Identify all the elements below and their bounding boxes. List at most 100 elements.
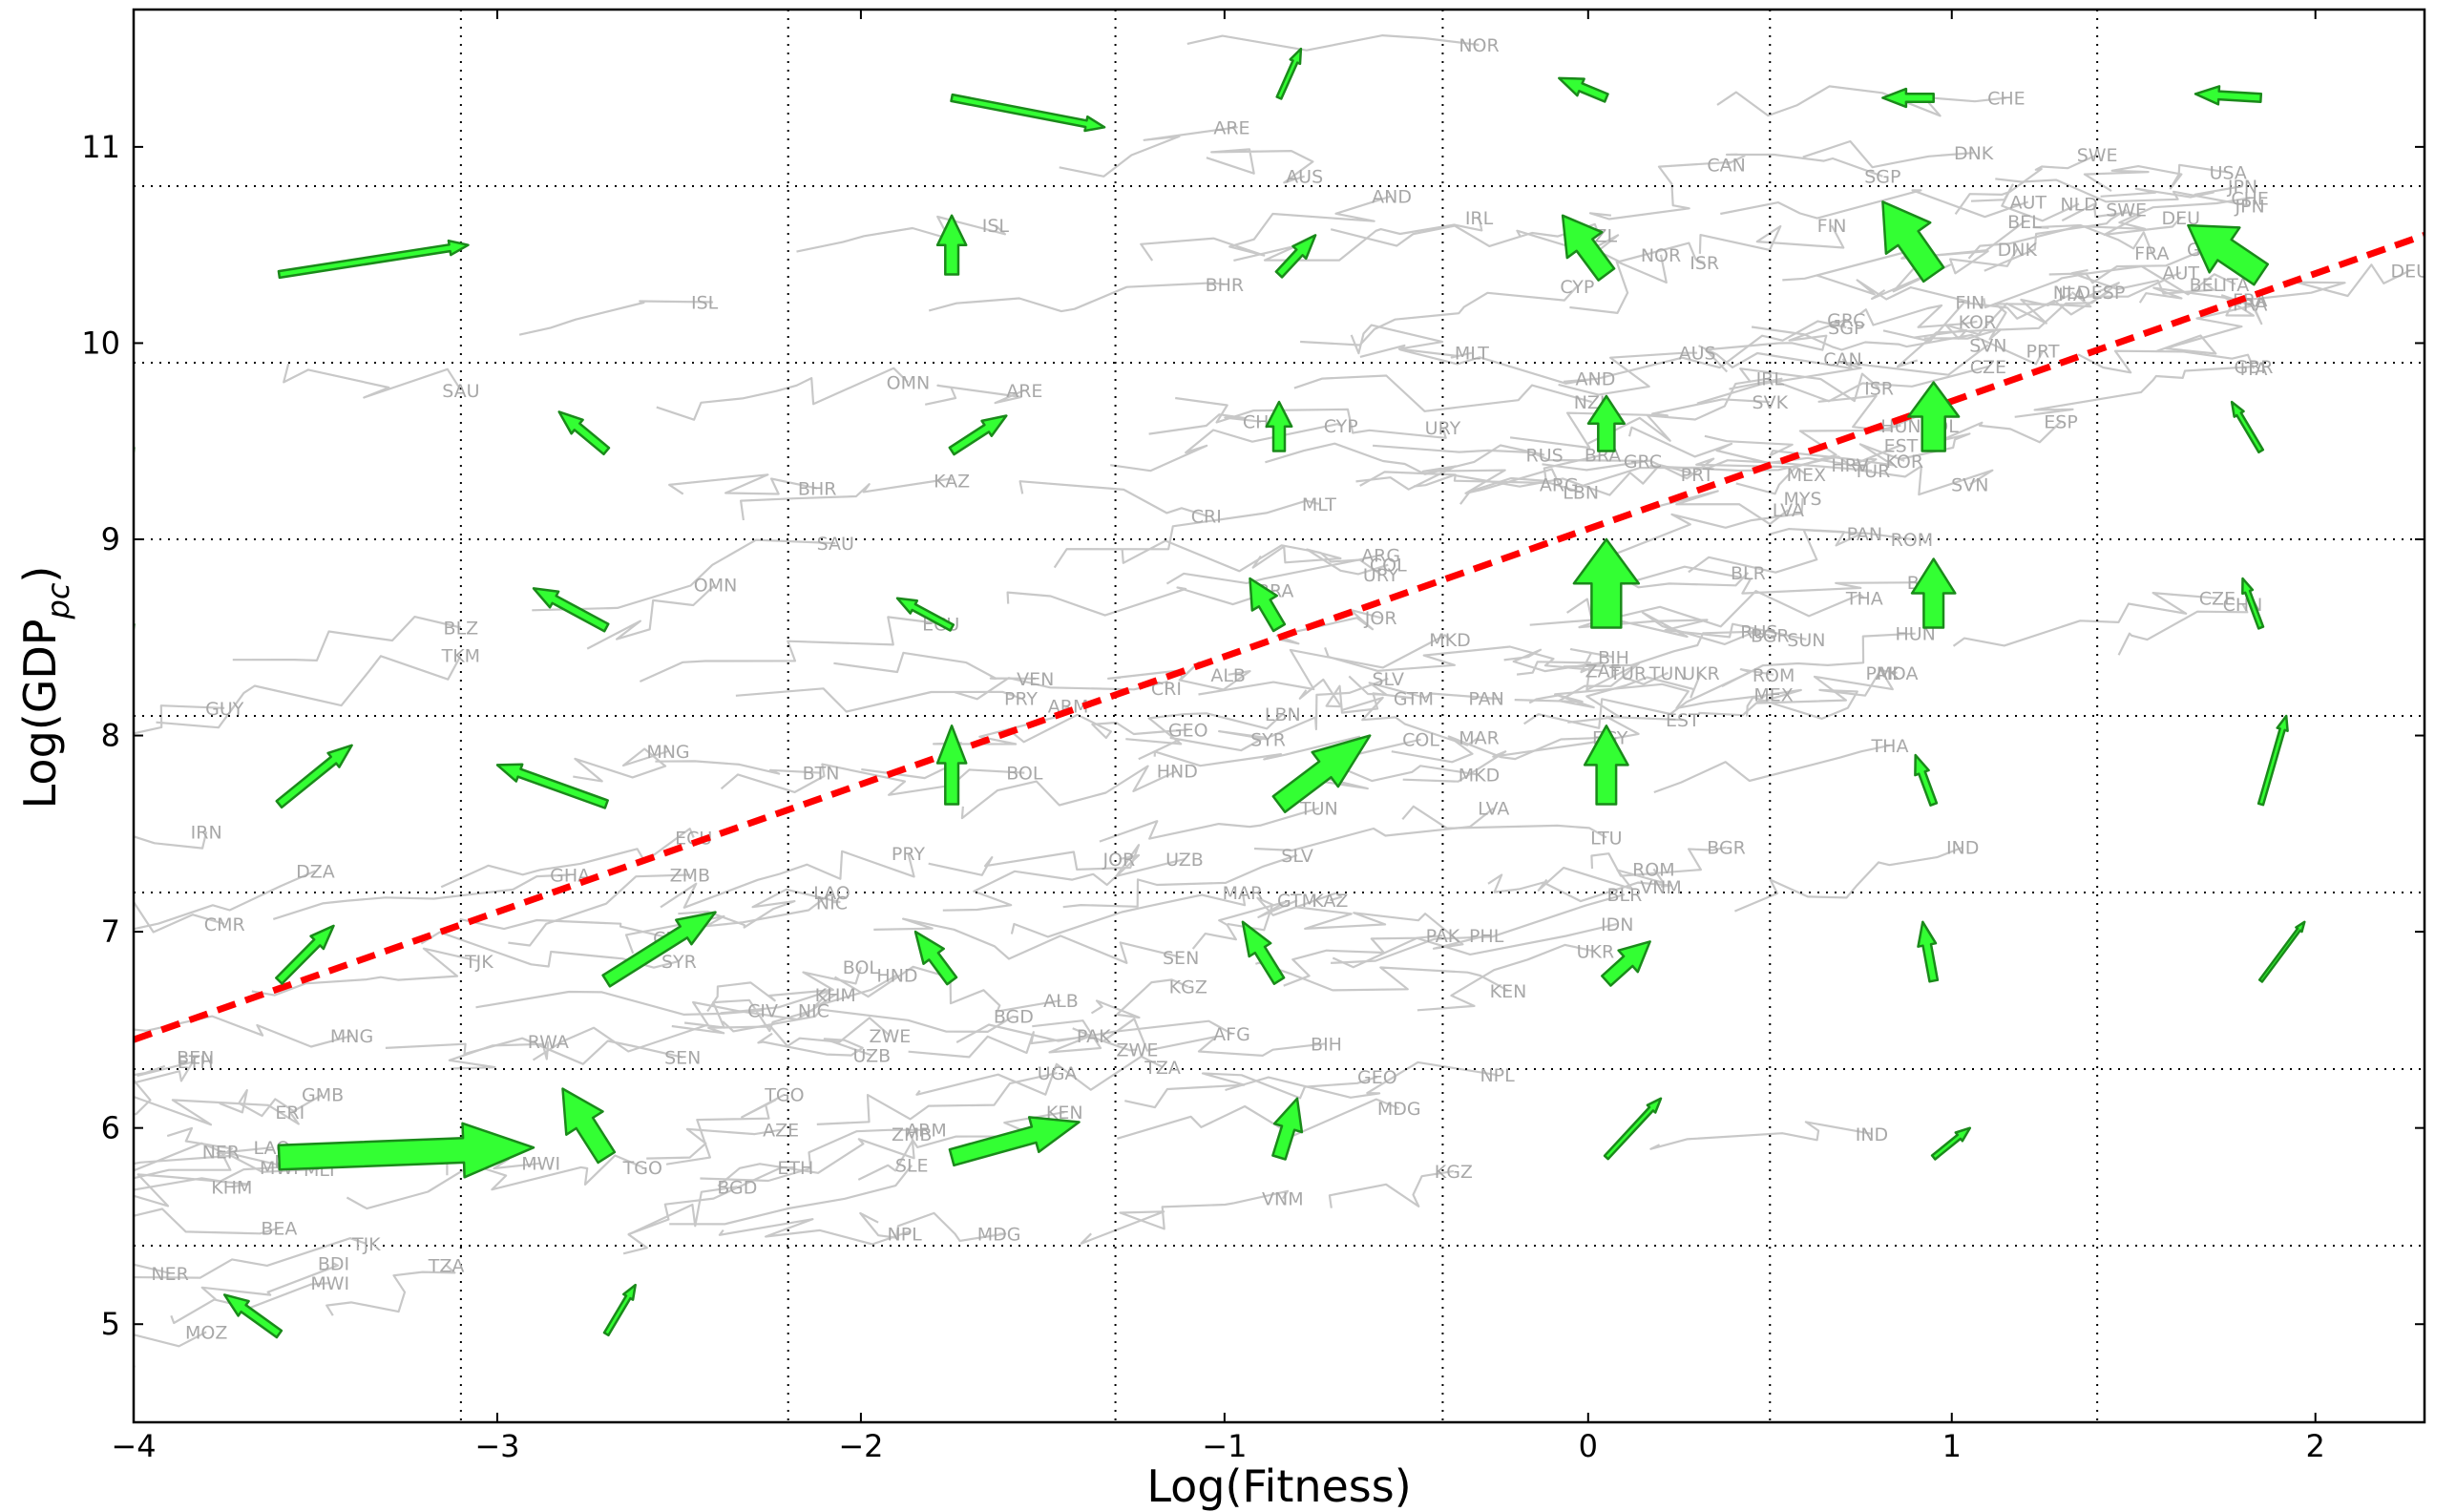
country-label: ISL xyxy=(982,216,1010,237)
country-trajectory xyxy=(134,1057,197,1116)
country-trajectory xyxy=(1341,696,1480,746)
x-tick-label: −4 xyxy=(111,1428,156,1464)
country-label: RUS xyxy=(1526,446,1564,467)
country-trajectory xyxy=(722,1008,1015,1033)
country-trajectory xyxy=(1582,459,1873,487)
country-label: ARG xyxy=(1540,474,1579,495)
country-label: ROM xyxy=(1632,859,1675,880)
country-trajectory xyxy=(532,538,836,612)
country-label: MWI xyxy=(310,1273,349,1294)
velocity-arrow xyxy=(1930,1126,1972,1161)
country-trajectory xyxy=(1251,545,1389,576)
country-trajectory xyxy=(1328,1169,1455,1208)
country-label: AUT xyxy=(2163,262,2200,284)
country-label: NLD xyxy=(2053,283,2090,304)
country-trajectory xyxy=(1253,807,1495,851)
x-axis-label: Log(Fitness) xyxy=(1146,1460,1411,1512)
velocity-arrow xyxy=(2257,920,2306,983)
country-label: ROM xyxy=(1891,530,1934,551)
country-label: BEN xyxy=(177,1048,214,1069)
x-axis: −4 −3 −2 −1 0 1 2 xyxy=(111,10,2325,1464)
country-trajectory xyxy=(219,1089,324,1118)
country-trajectory xyxy=(1417,943,1596,1012)
country-trajectory xyxy=(1704,318,1847,373)
country-label: AUS xyxy=(1286,167,1323,188)
country-label: LVA xyxy=(1478,799,1509,820)
country-label: DNK xyxy=(1998,240,2038,261)
country-trajectory xyxy=(1614,590,1865,628)
country-label: PRT xyxy=(2026,342,2060,363)
country-label: JOR xyxy=(1102,850,1135,871)
country-label: ZMB xyxy=(892,1124,932,1145)
country-trajectory xyxy=(200,1262,339,1301)
country-trajectory xyxy=(735,687,1021,713)
velocity-arrow xyxy=(2194,85,2263,106)
country-label: BOL xyxy=(843,957,880,978)
country-label: SUN xyxy=(1787,630,1825,651)
country-trajectory xyxy=(655,760,822,775)
country-label: UKR xyxy=(1577,942,1615,963)
y-axis: 5 6 7 8 9 10 11 xyxy=(81,129,2425,1342)
country-trajectory xyxy=(134,1154,320,1173)
country-label: IND xyxy=(1946,838,1979,859)
country-trajectory xyxy=(1294,906,1487,950)
country-trajectory xyxy=(1300,285,1579,346)
velocity-arrow xyxy=(275,924,335,985)
country-label: CYP xyxy=(1560,277,1594,298)
country-trajectory xyxy=(1348,675,1502,701)
country-trajectory xyxy=(1350,324,1473,359)
velocity-arrow xyxy=(1907,381,1961,452)
country-label: KHM xyxy=(211,1177,252,1198)
country-label: JPN xyxy=(2227,177,2257,198)
country-label: BLR xyxy=(1606,885,1642,906)
country-trajectory xyxy=(586,583,717,650)
country-label: CIV xyxy=(747,1000,778,1021)
country-trajectory xyxy=(134,1173,251,1208)
country-label: GTM xyxy=(1394,689,1434,710)
country-label: CAN xyxy=(1823,349,1861,370)
country-trajectory xyxy=(1563,630,1759,668)
country-label: TKM xyxy=(441,645,480,666)
country-trajectory xyxy=(1558,351,1698,396)
x-tick-label: 0 xyxy=(1579,1428,1598,1464)
country-label: SYR xyxy=(661,952,697,973)
velocity-arrow xyxy=(1561,214,1616,282)
country-label: UGA xyxy=(1038,1063,1078,1084)
country-trajectory xyxy=(459,917,669,939)
country-trajectory xyxy=(1359,471,1582,494)
country-label: NPL xyxy=(1480,1065,1515,1086)
velocity-arrow xyxy=(948,414,1008,456)
country-label: BDI xyxy=(318,1254,349,1275)
velocity-arrow xyxy=(1917,920,1940,983)
country-trajectory xyxy=(1528,671,1629,709)
country-trajectory xyxy=(706,966,862,1013)
country-trajectory xyxy=(1698,224,1845,254)
country-trajectory xyxy=(1721,632,1916,687)
country-label: HUN xyxy=(1880,416,1921,437)
country-trajectory xyxy=(2032,223,2153,254)
country-label: THA xyxy=(1871,736,1909,757)
country-trajectory xyxy=(1984,208,2128,272)
country-trajectory xyxy=(1855,457,1994,496)
country-label: ROM xyxy=(1753,665,1795,686)
country-label: HUN xyxy=(1895,624,1935,645)
country-label: KGZ xyxy=(1169,977,1207,998)
country-trajectory xyxy=(1802,139,1974,169)
country-label: ISR xyxy=(1864,379,1894,400)
country-label: SVK xyxy=(1753,392,1789,413)
country-trajectory xyxy=(1270,677,1389,738)
velocity-arrow xyxy=(948,1116,1081,1167)
country-label: FIN xyxy=(1955,292,1984,313)
country-label: BOL xyxy=(1006,764,1043,785)
country-trajectory xyxy=(1698,672,1894,717)
country-label: SLV xyxy=(1373,669,1405,690)
country-label: LVA xyxy=(1773,500,1804,521)
country-trajectory xyxy=(1293,374,1592,412)
country-label: TZA xyxy=(1144,1058,1181,1079)
country-trajectory xyxy=(518,300,714,336)
country-trajectory xyxy=(2155,299,2263,355)
country-trajectory xyxy=(942,853,1141,912)
country-trajectory xyxy=(816,1072,1058,1125)
country-trajectory xyxy=(1227,892,1343,932)
